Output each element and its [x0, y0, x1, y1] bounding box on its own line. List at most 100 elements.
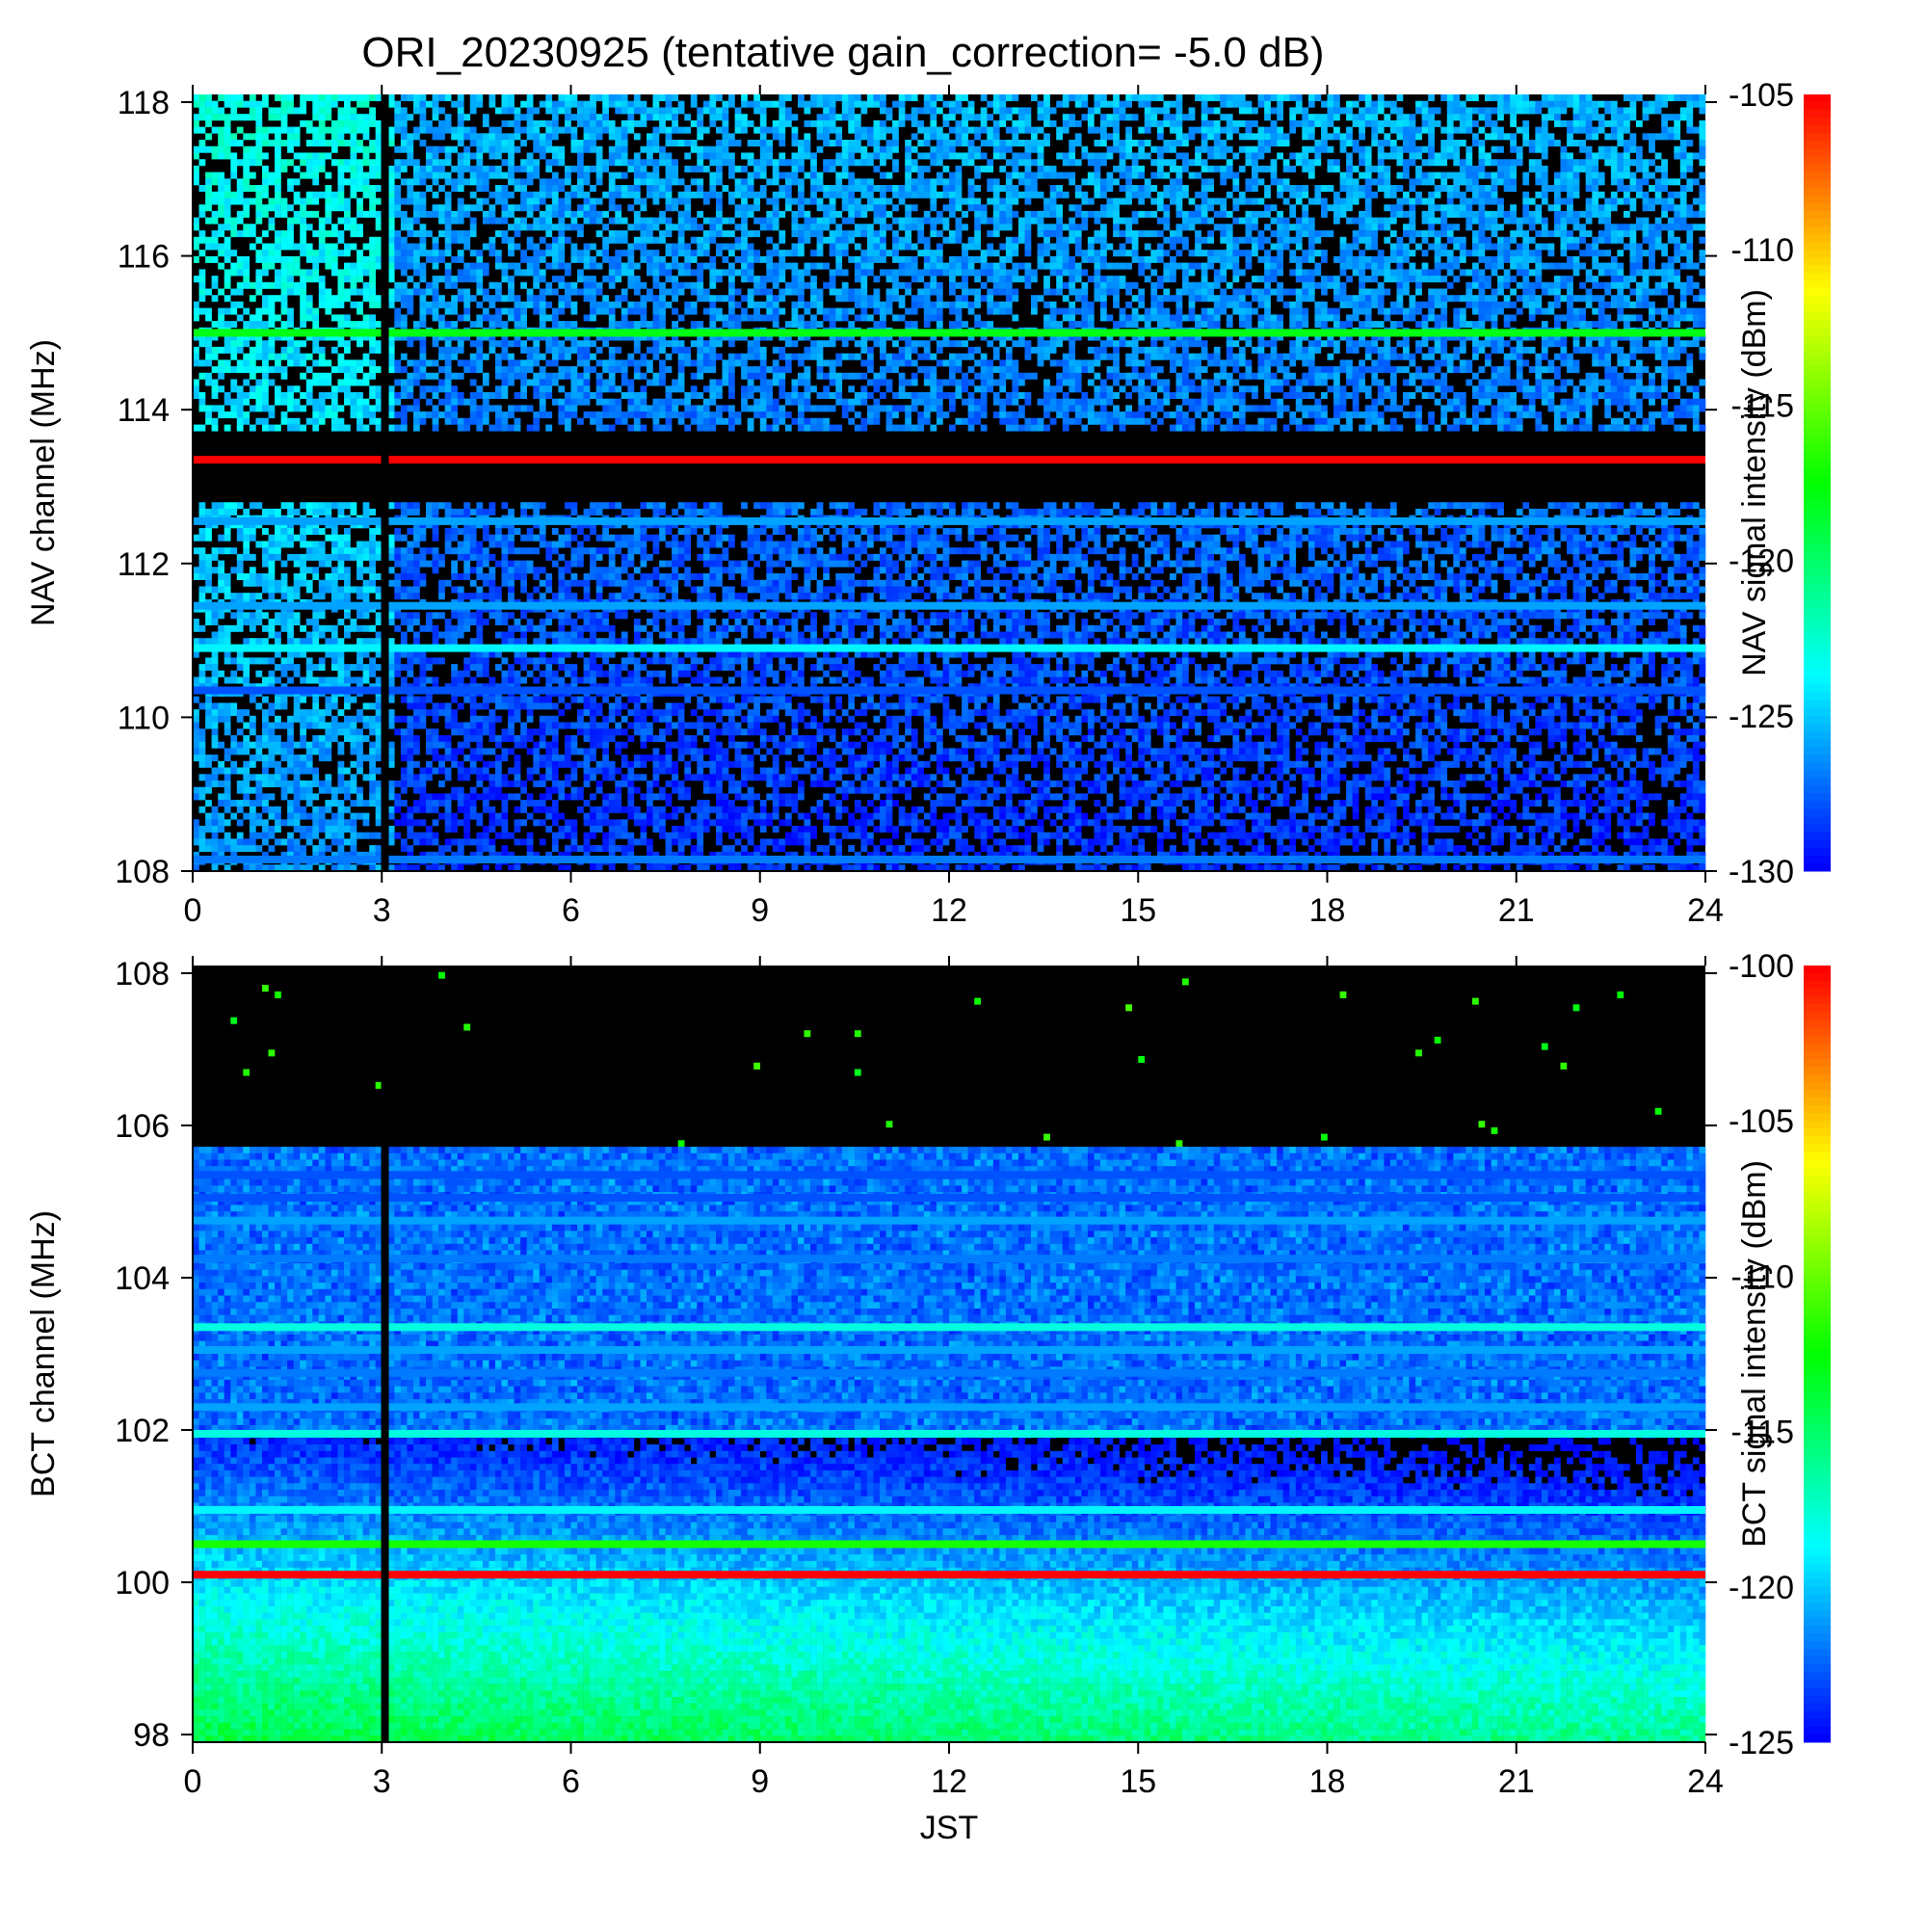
heatmap-cell [1497, 224, 1504, 231]
heatmap-cell [1440, 230, 1448, 238]
heatmap-cell [280, 114, 288, 121]
heatmap-cell [1554, 185, 1561, 192]
heatmap-cell [1636, 217, 1643, 225]
heatmap-cell [942, 146, 950, 153]
heatmap-cell [999, 94, 1007, 101]
heatmap-cell [1384, 262, 1391, 270]
heatmap-cell [1572, 269, 1580, 277]
heatmap-cell [880, 126, 886, 134]
heatmap-cell [565, 94, 571, 101]
heatmap-cell [1031, 159, 1038, 167]
heatmap-cell [305, 198, 313, 205]
heatmap-cell [1069, 224, 1076, 231]
heatmap-cell [275, 276, 281, 283]
heatmap-cell [198, 107, 206, 115]
heatmap-cell [1226, 172, 1233, 179]
heatmap-cell [1156, 146, 1164, 153]
heatmap-cell [1094, 100, 1101, 108]
heatmap-cell [1472, 295, 1479, 303]
heatmap-cell [495, 230, 502, 238]
heatmap-cell [999, 243, 1007, 251]
heatmap-cell [1396, 288, 1404, 296]
heatmap-cell [1597, 295, 1605, 303]
heatmap-cell [987, 250, 994, 257]
heatmap-cell [1478, 198, 1486, 205]
heatmap-cell [1465, 178, 1473, 186]
heatmap-cell [652, 255, 660, 263]
heatmap-cell [255, 269, 263, 277]
heatmap-cell [854, 276, 861, 283]
heatmap-cell [262, 269, 269, 277]
heatmap-cell [463, 288, 471, 296]
heatmap-cell [1339, 140, 1347, 146]
heatmap-cell [665, 230, 673, 238]
heatmap-cell [873, 140, 881, 146]
heatmap-cell [835, 159, 843, 167]
heatmap-cell [1592, 276, 1599, 283]
heatmap-cell [1170, 276, 1176, 283]
heatmap-cell [1465, 114, 1473, 121]
heatmap-cell [1560, 152, 1568, 160]
heatmap-cell [1257, 126, 1265, 134]
heatmap-cell [1623, 191, 1630, 198]
heatmap-cell [198, 159, 206, 167]
heatmap-cell [835, 236, 843, 244]
heatmap-cell [1503, 276, 1511, 283]
heatmap-cell [930, 185, 937, 192]
heatmap-cell [1307, 119, 1315, 127]
heatmap-cell [1012, 107, 1019, 115]
heatmap-cell [1617, 262, 1624, 270]
heatmap-cell [905, 165, 911, 172]
heatmap-cell [1377, 281, 1385, 289]
heatmap-cell [533, 191, 541, 198]
heatmap-cell [387, 269, 395, 277]
heatmap-cell [1156, 152, 1164, 160]
heatmap-cell [236, 262, 244, 270]
heatmap-cell [1699, 255, 1706, 263]
heatmap-cell [1522, 133, 1530, 141]
heatmap-cell [1516, 230, 1523, 238]
heatmap-cell [1384, 152, 1391, 160]
heatmap-cell [829, 140, 836, 146]
heatmap-cell [1188, 269, 1196, 277]
heatmap-cell [967, 204, 975, 212]
heatmap-cell [451, 281, 458, 289]
heatmap-cell [488, 250, 496, 257]
heatmap-cell [1005, 94, 1013, 101]
heatmap-cell [1069, 140, 1076, 146]
heatmap-cell [1547, 133, 1555, 141]
heatmap-cell [508, 119, 515, 127]
heatmap-cell [463, 178, 471, 186]
heatmap-cell [911, 276, 918, 283]
heatmap-cell [716, 126, 723, 134]
heatmap-cell [482, 262, 489, 270]
heatmap-cell [1175, 119, 1183, 127]
heatmap-cell [1213, 126, 1221, 134]
heatmap-cell [1364, 255, 1372, 263]
heatmap-cell [590, 100, 596, 108]
heatmap-cell [375, 133, 383, 141]
heatmap-cell [230, 217, 238, 225]
heatmap-cell [804, 210, 811, 218]
heatmap-cell [1252, 133, 1258, 141]
heatmap-cell [1522, 178, 1530, 186]
heatmap-cell [647, 152, 653, 160]
heatmap-cell [451, 295, 458, 303]
heatmap-cell [1667, 230, 1675, 238]
heatmap-cell [218, 152, 224, 160]
heatmap-cell [520, 140, 527, 146]
heatmap-cell [1623, 224, 1630, 231]
heatmap-cell [962, 276, 968, 283]
heatmap-cell [193, 217, 199, 225]
heatmap-cell [1119, 100, 1126, 108]
heatmap-cell [1446, 152, 1454, 160]
heatmap-cell [1528, 295, 1536, 303]
heatmap-cell [880, 159, 886, 167]
heatmap-cell [810, 198, 817, 205]
heatmap-cell [1295, 198, 1303, 205]
heatmap-cell [1547, 140, 1555, 146]
heatmap-cell [375, 217, 383, 225]
heatmap-cell [1245, 159, 1253, 167]
heatmap-cell [1207, 119, 1214, 127]
